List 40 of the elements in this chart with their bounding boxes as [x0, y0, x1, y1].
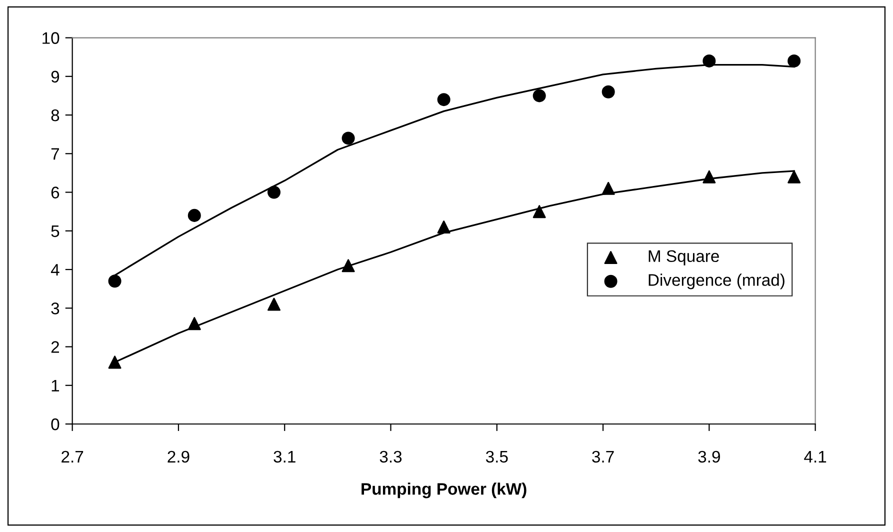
point	[602, 182, 615, 195]
x-tick-label: 3.7	[592, 450, 614, 463]
point	[602, 85, 615, 98]
y-tick-label: 8	[51, 109, 60, 122]
point	[188, 317, 201, 330]
x-tick-label: 3.5	[486, 450, 508, 463]
x-axis-title: Pumping Power (kW)	[362, 482, 526, 498]
point	[702, 170, 716, 184]
point	[342, 259, 355, 272]
point	[188, 208, 201, 222]
y-tick-label: 7	[51, 148, 59, 160]
point	[437, 93, 450, 106]
point	[108, 274, 122, 288]
y-tick-label: 4	[50, 264, 60, 276]
y-tick-label: 0	[51, 418, 60, 430]
y-tick-label: 9	[51, 70, 60, 83]
point	[108, 356, 122, 369]
x-tick-label: 3.9	[698, 450, 720, 463]
point	[267, 186, 281, 199]
x-tick-label: 2.7	[62, 450, 84, 462]
point	[437, 220, 450, 234]
x-tick-label: 4.1	[804, 451, 826, 462]
point	[788, 54, 801, 68]
y-tick-label: 6	[51, 186, 60, 198]
legend-label: M Square	[648, 250, 719, 266]
y-tick-label: 10	[42, 32, 60, 44]
y-tick-label: 1	[52, 380, 60, 392]
point	[267, 298, 281, 311]
y-tick-label: 3	[51, 302, 60, 314]
point	[532, 205, 546, 218]
legend-label: Divergence (mrad)	[648, 274, 784, 290]
y-tick-label: 5	[51, 225, 60, 238]
point	[342, 132, 355, 145]
x-tick-label: 3.3	[380, 450, 402, 463]
point	[788, 170, 801, 184]
x-tick-label: 2.9	[168, 450, 190, 463]
point	[702, 54, 716, 68]
point	[532, 89, 546, 102]
x-tick-label: 3.1	[274, 450, 296, 463]
y-tick-label: 2	[51, 341, 59, 353]
